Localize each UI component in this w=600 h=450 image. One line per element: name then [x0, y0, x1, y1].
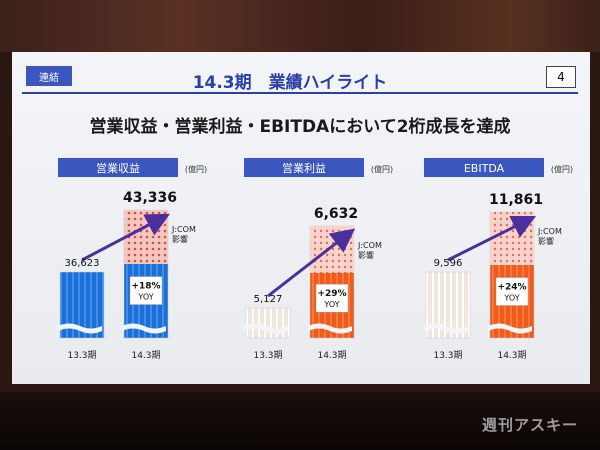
yoy-label: +29%	[317, 289, 346, 299]
yoy-box	[495, 277, 529, 306]
jcom-annotation: J:COM	[171, 225, 196, 234]
yoy-sub: YOY	[137, 293, 153, 302]
value-label: 9,596	[434, 258, 463, 269]
growth-arrow	[267, 228, 356, 298]
category-label: 14.3期	[131, 350, 160, 361]
slide-title: 14.3期 業績ハイライト	[192, 73, 388, 93]
publisher-watermark: 週刊アスキー	[482, 416, 579, 434]
bar-jcom-portion	[310, 226, 354, 273]
chart-3	[424, 158, 544, 339]
growth-arrow	[81, 213, 170, 262]
bar-prev	[245, 307, 291, 339]
jcom-annotation: J:COM	[537, 227, 562, 236]
growth-arrow	[447, 215, 537, 262]
yoy-sub: YOY	[503, 294, 519, 303]
jcom-annotation: J:COM	[357, 241, 382, 250]
chart-title-box	[424, 158, 544, 177]
axis-break	[424, 323, 468, 334]
chart-title: EBITDA	[464, 162, 505, 175]
category-label: 13.3期	[433, 350, 462, 361]
axis-break	[308, 323, 352, 334]
value-label: 5,127	[254, 294, 283, 305]
category-label: 14.3期	[497, 350, 526, 361]
chart-title: 営業収益	[96, 161, 140, 175]
axis-break	[244, 323, 288, 334]
chart-title-box	[244, 158, 364, 177]
chart-unit: (億円)	[551, 164, 573, 174]
category-label: 13.3期	[67, 350, 96, 361]
chart-title-box	[58, 158, 178, 177]
stage-floor	[0, 392, 600, 450]
chart-2	[244, 158, 364, 339]
category-label: 14.3期	[317, 350, 346, 361]
value-label: 11,861	[489, 192, 543, 208]
chart-title: 営業利益	[282, 161, 326, 175]
value-label: 6,632	[314, 206, 358, 222]
yoy-sub: YOY	[323, 300, 339, 309]
yoy-label: +24%	[497, 283, 526, 293]
page-number: 4	[546, 66, 576, 88]
value-label: 43,336	[123, 190, 177, 206]
yoy-box	[315, 283, 349, 313]
chart-unit: (億円)	[185, 164, 207, 174]
value-label: 36,623	[65, 258, 100, 269]
axis-break	[58, 323, 102, 334]
chart-1	[58, 158, 178, 339]
jcom-annotation-2: 影響	[172, 234, 188, 244]
yoy-label: +18%	[131, 282, 160, 292]
consolidated-tag: 連結	[26, 66, 72, 86]
axis-break	[488, 323, 532, 334]
category-label: 13.3期	[253, 350, 282, 361]
axis-break	[122, 323, 166, 334]
stage-curtain	[0, 0, 600, 52]
slide-headline: 営業収益・営業利益・EBITDAにおいて2桁成長を達成	[89, 117, 511, 137]
yoy-box	[129, 276, 163, 305]
title-underline	[22, 92, 578, 94]
jcom-annotation-2: 影響	[358, 250, 374, 260]
chart-unit: (億円)	[371, 164, 393, 174]
jcom-annotation-2: 影響	[538, 236, 554, 246]
